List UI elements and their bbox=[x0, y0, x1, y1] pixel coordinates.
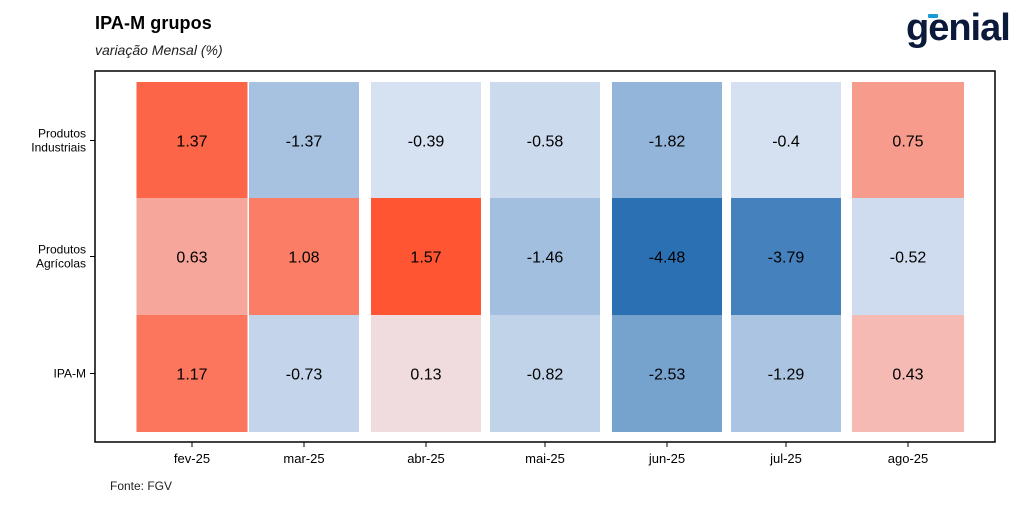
genial-logo: genial bbox=[906, 6, 1011, 52]
heatmap-cell bbox=[852, 198, 964, 315]
heatmap-cell bbox=[371, 198, 481, 315]
heatmap-cell bbox=[612, 198, 722, 315]
heatmap-cell bbox=[731, 82, 841, 199]
cell-value-label: 0.63 bbox=[176, 250, 207, 267]
x-tick-label: mar-25 bbox=[283, 451, 324, 466]
y-tick-label: IPA-M bbox=[54, 367, 86, 381]
cell-value-label: 0.43 bbox=[892, 367, 923, 384]
x-tick-label: jul-25 bbox=[769, 451, 802, 466]
heatmap-cell bbox=[852, 315, 964, 432]
cell-value-label: -0.82 bbox=[527, 367, 564, 384]
cell-value-label: -4.48 bbox=[649, 250, 686, 267]
y-axis: Produtos Industriais Produtos Agrícolas IPA-… bbox=[31, 127, 95, 381]
chart-title: IPA-M grupos bbox=[95, 13, 212, 33]
logo-accent-mark bbox=[928, 14, 938, 18]
x-axis: fev-25 mar-25 abr-25 mai-25 jun-25 jul-25 ago-… bbox=[174, 442, 928, 466]
cell-value-label: -0.39 bbox=[408, 134, 445, 151]
cell-value-label: -1.46 bbox=[527, 250, 564, 267]
cell-value-label: 0.75 bbox=[892, 134, 923, 151]
heatmap-cell bbox=[249, 198, 359, 315]
cell-value-label: 1.57 bbox=[410, 250, 441, 267]
chart-subtitle: variação Mensal (%) bbox=[95, 42, 223, 58]
cell-value-label: 0.13 bbox=[410, 367, 441, 384]
heatmap-cell bbox=[490, 315, 600, 432]
heatmap-cell bbox=[731, 198, 841, 315]
cell-value-label: -1.37 bbox=[286, 134, 323, 151]
cell-value-label: -2.53 bbox=[649, 367, 686, 384]
heatmap-cell bbox=[249, 82, 359, 199]
y-tick-label: Produtos Industriais bbox=[31, 127, 86, 155]
heatmap-cell bbox=[136, 198, 248, 315]
heatmap-cell bbox=[249, 315, 359, 432]
heatmap-cell bbox=[490, 198, 600, 315]
heatmap-cell bbox=[136, 82, 248, 199]
cell-value-label: -1.29 bbox=[768, 367, 805, 384]
heatmap-cells: 1.37 -1.37 -0.39 -0.58 -1.82 -0.4 0.75 0.63 1.08… bbox=[136, 82, 964, 432]
x-tick-label: jun-25 bbox=[648, 451, 685, 466]
heatmap-cell bbox=[731, 315, 841, 432]
cell-value-label: 1.17 bbox=[176, 367, 207, 384]
cell-value-label: -3.79 bbox=[768, 250, 805, 267]
logo-wordmark: genial bbox=[906, 7, 1011, 49]
cell-value-label: 1.08 bbox=[288, 250, 319, 267]
cell-value-label: -0.52 bbox=[890, 250, 927, 267]
x-tick-label: abr-25 bbox=[407, 451, 445, 466]
heatmap-cell bbox=[612, 82, 722, 199]
y-tick-label: Produtos Agrícolas bbox=[36, 243, 86, 271]
heatmap-cell bbox=[852, 82, 964, 199]
cell-value-label: -0.58 bbox=[527, 134, 564, 151]
x-tick-label: fev-25 bbox=[174, 451, 210, 466]
x-tick-label: ago-25 bbox=[888, 451, 928, 466]
x-tick-label: mai-25 bbox=[525, 451, 565, 466]
source-note: Fonte: FGV bbox=[110, 479, 173, 493]
heatmap-cell bbox=[612, 315, 722, 432]
cell-value-label: -1.82 bbox=[649, 134, 686, 151]
heatmap-cell bbox=[490, 82, 600, 199]
heatmap-cell bbox=[371, 82, 481, 199]
heatmap-cell bbox=[136, 315, 248, 432]
heatmap-cell bbox=[371, 315, 481, 432]
cell-value-label: -0.4 bbox=[772, 134, 800, 151]
cell-value-label: 1.37 bbox=[176, 134, 207, 151]
cell-value-label: -0.73 bbox=[286, 367, 323, 384]
